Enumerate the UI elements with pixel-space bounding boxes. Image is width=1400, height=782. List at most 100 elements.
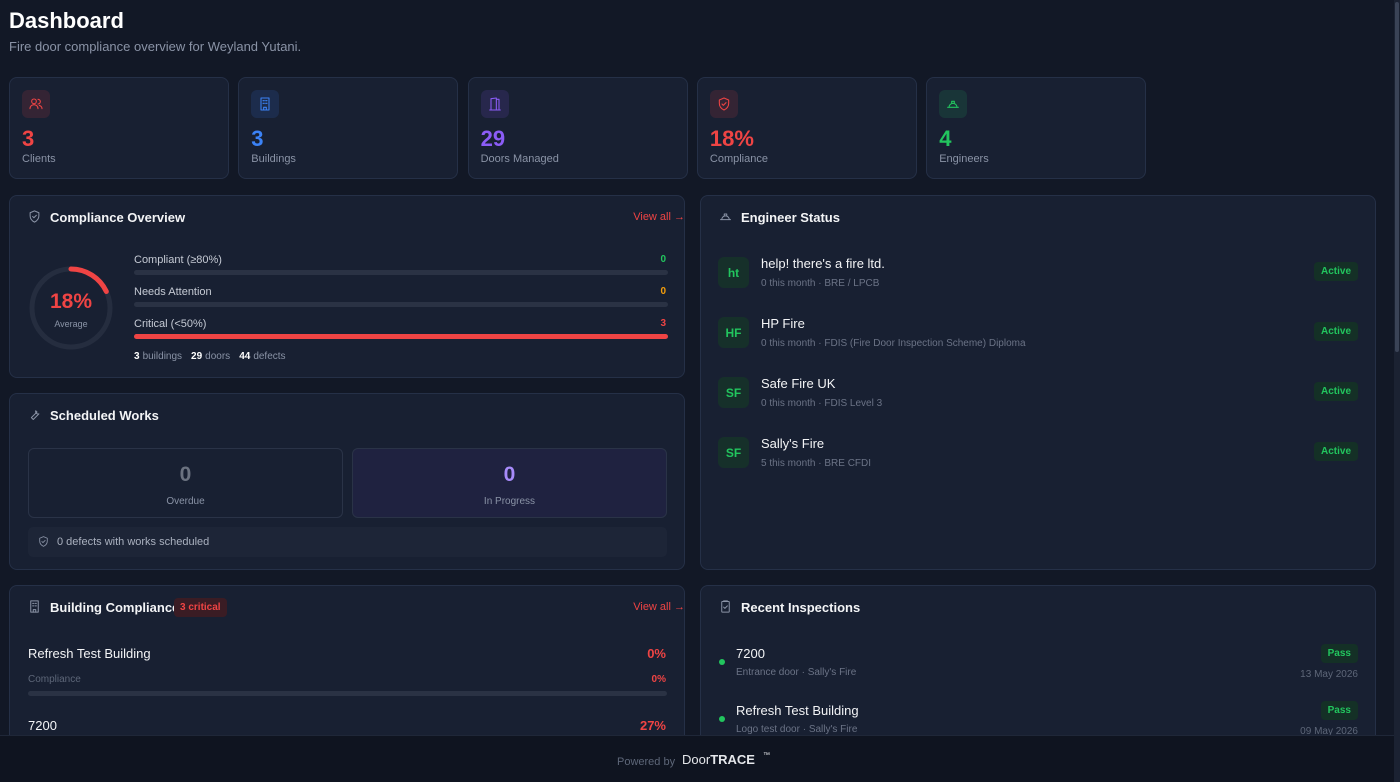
engineer-name: help! there's a fire ltd. bbox=[761, 256, 885, 271]
bar-track bbox=[134, 334, 668, 339]
footer: Powered by DoorTRACE ™ bbox=[0, 735, 1400, 782]
stat-card: 4 Engineers bbox=[926, 77, 1147, 179]
stat-label: Doors Managed bbox=[480, 153, 559, 165]
engineer-meta: 0 this month · BRE / LPCB bbox=[761, 278, 880, 289]
engineer-meta: 0 this month · FDIS Level 3 bbox=[761, 398, 883, 409]
stat-value: 29 bbox=[480, 126, 506, 151]
summary-unit: defects bbox=[253, 351, 286, 362]
page-subtitle: Fire door compliance overview for Weylan… bbox=[9, 39, 302, 54]
building-icon bbox=[260, 97, 270, 111]
brand-tm: ™ bbox=[762, 752, 770, 759]
compliance-row-label: Compliant (≥80%) bbox=[134, 254, 222, 266]
stat-icon-box bbox=[709, 90, 738, 118]
hat-icon bbox=[947, 100, 960, 108]
engineer-initials: ht bbox=[727, 266, 740, 280]
engineer-avatar: HF bbox=[718, 317, 749, 348]
building-percent: 27% bbox=[639, 718, 666, 733]
compliance-caption: Compliance bbox=[28, 674, 81, 685]
work-stat-label: In Progress bbox=[483, 496, 536, 507]
compliance-overview-card: Compliance Overview 18% Average Compliant (… bbox=[9, 195, 685, 378]
works-note: 0 defects with works scheduled bbox=[28, 527, 667, 557]
work-stat-label: Overdue bbox=[166, 496, 205, 507]
page-title: Dashboard bbox=[9, 8, 124, 33]
building-percent-small: 0% bbox=[651, 674, 666, 685]
bar-track bbox=[28, 691, 667, 696]
summary-line: 3 buildings 29 doors 44 defects bbox=[134, 351, 295, 362]
stat-label: Compliance bbox=[709, 153, 768, 165]
engineer-status: Active bbox=[1313, 382, 1358, 401]
building-compliance-card: Building Compliance View all → 3 critical R… bbox=[9, 585, 685, 735]
wrench-icon bbox=[30, 410, 40, 420]
stat-card: 3 Clients bbox=[9, 77, 229, 179]
summary-value: 3 bbox=[134, 351, 140, 362]
view-all-link[interactable]: View all → bbox=[633, 211, 685, 223]
compliance-row-label: Critical (<50%) bbox=[134, 318, 207, 330]
shield-icon bbox=[718, 97, 730, 111]
compliance-row-label: Needs Attention bbox=[134, 286, 212, 298]
hat-icon bbox=[720, 213, 731, 221]
status-dot bbox=[719, 716, 725, 722]
stat-label: Buildings bbox=[251, 153, 296, 165]
inspection-status: Pass bbox=[1320, 644, 1358, 663]
engineer-name: Safe Fire UK bbox=[761, 376, 836, 391]
inspection-date: 13 May 2026 bbox=[1300, 669, 1358, 680]
compliance-row-count: 3 bbox=[660, 318, 666, 329]
powered-by: Powered by bbox=[617, 756, 676, 768]
main-content: Dashboard Fire door compliance overview f… bbox=[9, 8, 1376, 735]
engineer-initials: HF bbox=[725, 326, 742, 340]
engineer-name: HP Fire bbox=[761, 316, 805, 331]
engineer-avatar: SF bbox=[718, 437, 749, 468]
card-title: Compliance Overview bbox=[50, 210, 186, 225]
users-icon bbox=[29, 98, 43, 110]
compliance-row-count: 0 bbox=[660, 254, 666, 265]
inspection-date: 09 May 2026 bbox=[1300, 726, 1358, 735]
engineer-initials: SF bbox=[725, 386, 742, 400]
summary-value: 29 bbox=[191, 351, 203, 362]
scrollbar-thumb[interactable] bbox=[1395, 2, 1399, 352]
engineer-avatar: SF bbox=[718, 377, 749, 408]
works-note-text: 0 defects with works scheduled bbox=[57, 536, 210, 548]
stat-card: 18% Compliance bbox=[696, 77, 917, 179]
card-title: Scheduled Works bbox=[50, 408, 159, 423]
inspection-title: Refresh Test Building bbox=[736, 703, 859, 718]
work-stat-box: 0 In Progress bbox=[352, 448, 667, 518]
engineer-meta: 5 this month · BRE CFDI bbox=[761, 458, 872, 469]
inspection-detail: Logo test door · Sally's Fire bbox=[736, 724, 858, 735]
building-name: 7200 bbox=[28, 718, 57, 733]
stat-icon-box bbox=[480, 90, 509, 118]
stat-card: 3 Buildings bbox=[238, 77, 459, 179]
engineer-status-card: Engineer Status View all → ht help! there's… bbox=[633, 195, 1376, 570]
average-value: 18% bbox=[49, 290, 93, 313]
card-title: Recent Inspections bbox=[741, 600, 861, 615]
summary-value: 44 bbox=[239, 351, 251, 362]
view-all-link[interactable]: View all → bbox=[633, 601, 685, 613]
stat-icon-box bbox=[22, 90, 50, 118]
card-title: Engineer Status bbox=[741, 210, 840, 225]
brand-logo: DoorTRACE ™ bbox=[682, 752, 770, 767]
engineer-initials: SF bbox=[725, 446, 742, 460]
critical-badge: 3 critical bbox=[174, 598, 227, 617]
stat-icon-box bbox=[251, 90, 280, 118]
work-stat-box: 0 Overdue bbox=[28, 448, 343, 518]
engineer-status: Active bbox=[1313, 442, 1358, 461]
work-stat-value: 0 bbox=[503, 463, 516, 486]
door-icon bbox=[488, 97, 501, 111]
inspection-status: Pass bbox=[1320, 701, 1358, 720]
stat-value: 3 bbox=[22, 126, 35, 151]
stat-value: 4 bbox=[939, 126, 952, 151]
engineer-status: Active bbox=[1313, 322, 1358, 341]
status-dot bbox=[719, 659, 725, 665]
engineer-status: Active bbox=[1313, 262, 1358, 281]
bar-track bbox=[134, 302, 668, 307]
recent-inspections-card: Recent Inspections View all → 7200 Entrance… bbox=[633, 585, 1376, 735]
compliance-row-count: 0 bbox=[660, 286, 666, 297]
stat-value: 18% bbox=[709, 126, 754, 151]
stat-icon-box bbox=[939, 90, 968, 118]
stat-value: 3 bbox=[251, 126, 264, 151]
work-stat-value: 0 bbox=[179, 463, 192, 486]
clip-icon bbox=[721, 600, 730, 613]
scrollbar[interactable] bbox=[1394, 0, 1400, 782]
shield-icon bbox=[39, 536, 48, 547]
summary-unit: buildings bbox=[142, 351, 183, 362]
